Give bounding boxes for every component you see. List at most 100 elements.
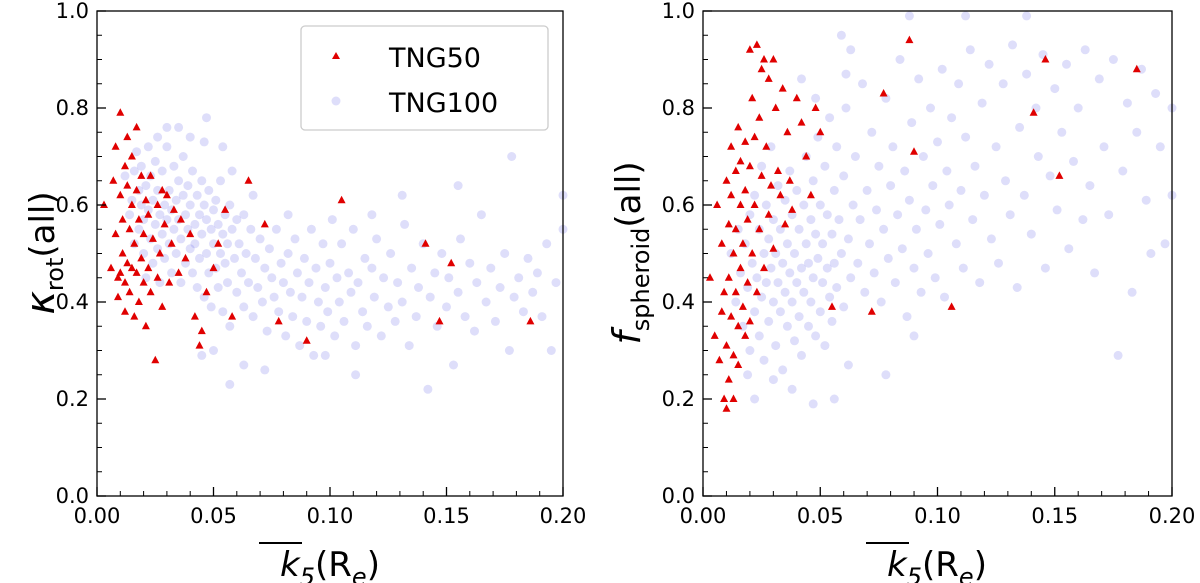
left-tng100-point-147 bbox=[372, 234, 382, 244]
left-tng100-point-69 bbox=[206, 302, 216, 312]
right-tng100-point-118 bbox=[918, 152, 928, 161]
left-y-axis-label: κrot(all) bbox=[18, 191, 69, 314]
left-tng100-point-57 bbox=[192, 283, 202, 292]
right-tng100-point-1 bbox=[731, 297, 741, 307]
right-tng100-point-67 bbox=[818, 278, 828, 288]
left-tng100-point-156 bbox=[404, 341, 414, 351]
right-tng100-point-39 bbox=[785, 166, 795, 176]
right-tng100-point-119 bbox=[921, 205, 931, 215]
right-tng100-point-23 bbox=[766, 263, 776, 273]
right-tng100-point-94 bbox=[862, 185, 872, 195]
right-tng100-point-134 bbox=[958, 263, 968, 273]
left-y-tick-label-4: 0.8 bbox=[56, 96, 89, 120]
left-tng100-point-199 bbox=[283, 210, 293, 220]
right-tng100-point-143 bbox=[986, 234, 996, 244]
left-tng100-point-178 bbox=[490, 316, 500, 326]
left-tng100-point-58 bbox=[195, 210, 204, 220]
right-tng50-point-48 bbox=[757, 171, 766, 179]
left-tng100-point-36 bbox=[169, 161, 179, 171]
right-tng100-point-144 bbox=[991, 142, 1001, 152]
right-tng100-point-30 bbox=[773, 278, 783, 288]
left-tng50-point-52 bbox=[174, 268, 183, 276]
right-tng50-point-52 bbox=[764, 210, 773, 218]
right-y-tick-label-2: 0.4 bbox=[662, 290, 695, 314]
left-tng100-point-119 bbox=[299, 253, 309, 263]
left-x-label-base: k bbox=[280, 545, 301, 583]
right-tng50-point-76 bbox=[947, 302, 956, 310]
left-tng100-point-212 bbox=[162, 122, 172, 132]
left-tng100-point-19 bbox=[148, 195, 158, 205]
left-tng100-point-201 bbox=[239, 360, 249, 370]
left-tng100-point-162 bbox=[425, 292, 435, 302]
right-tng50-point-58 bbox=[774, 166, 782, 174]
right-tng100-point-10 bbox=[750, 307, 760, 317]
right-tng100-point-125 bbox=[935, 219, 945, 229]
right-y-tick-label-5: 1.0 bbox=[662, 0, 695, 23]
left-tng100-point-5 bbox=[132, 147, 142, 157]
left-tng100-point-0 bbox=[120, 171, 130, 181]
right-tng100-point-116 bbox=[914, 74, 924, 84]
right-tng100-point-151 bbox=[1015, 122, 1025, 132]
right-tng100-point-169 bbox=[1085, 181, 1095, 191]
left-x-tick-label-0: 0.00 bbox=[74, 504, 121, 528]
left-tng100-point-122 bbox=[306, 224, 316, 234]
right-tng100-point-103 bbox=[883, 253, 893, 263]
right-tng100-point-51 bbox=[799, 200, 809, 210]
left-tng100-point-60 bbox=[197, 176, 207, 186]
right-tng50-point-34 bbox=[743, 278, 752, 286]
left-tng100-point-185 bbox=[523, 253, 533, 263]
left-tng100-point-42 bbox=[176, 234, 186, 244]
right-tng100-point-188 bbox=[829, 394, 839, 404]
left-tng100-point-98 bbox=[250, 253, 260, 263]
left-tng50-point-12 bbox=[121, 161, 129, 170]
right-tng100-point-132 bbox=[954, 79, 964, 89]
left-tng100-point-113 bbox=[285, 287, 295, 297]
left-tng100-point-181 bbox=[504, 346, 514, 355]
left-tng50-point-72 bbox=[526, 316, 535, 325]
right-tng100-point-193 bbox=[881, 370, 891, 380]
left-tng100-point-107 bbox=[271, 224, 281, 234]
right-tng100-point-189 bbox=[808, 399, 818, 409]
left-tng100-point-175 bbox=[476, 210, 486, 220]
left-tng100-point-43 bbox=[176, 278, 186, 288]
right-tng50-point-66 bbox=[797, 118, 806, 126]
left-tng100-point-213 bbox=[153, 132, 163, 142]
left-y-label-sub: rot bbox=[41, 258, 69, 291]
right-tng100-point-163 bbox=[1062, 59, 1071, 69]
right-tng50-point-11 bbox=[724, 219, 733, 228]
right-tng100-point-198 bbox=[836, 30, 846, 40]
left-tng100-point-141 bbox=[353, 278, 363, 288]
right-tng100-point-44 bbox=[790, 249, 799, 258]
right-tng100-point-20 bbox=[761, 200, 771, 210]
right-tng100-point-179 bbox=[1132, 127, 1142, 137]
right-tng100-point-19 bbox=[761, 278, 771, 288]
left-tng100-point-189 bbox=[542, 239, 552, 249]
left-tng100-point-186 bbox=[528, 287, 538, 297]
left-tng100-point-83 bbox=[223, 278, 232, 288]
right-tng100-point-109 bbox=[897, 244, 907, 254]
left-tng50-point-41 bbox=[151, 355, 160, 364]
left-tng50-point-8 bbox=[116, 190, 125, 199]
left-tng100-point-46 bbox=[181, 210, 190, 220]
left-tng100-point-90 bbox=[234, 239, 244, 249]
left-tng100-point-51 bbox=[185, 200, 195, 210]
right-tng100-point-124 bbox=[933, 137, 942, 147]
left-tng100-point-165 bbox=[437, 249, 447, 258]
right-tng100-point-56 bbox=[804, 258, 813, 268]
left-tng50-point-7 bbox=[116, 108, 125, 116]
right-tng100-point-89 bbox=[850, 152, 860, 161]
left-tng100-point-177 bbox=[486, 263, 496, 273]
right-tng50-point-44 bbox=[752, 287, 761, 296]
right-tng100-point-69 bbox=[820, 161, 830, 171]
left-tng100-point-115 bbox=[290, 234, 300, 244]
right-tng100-point-112 bbox=[904, 195, 914, 205]
right-tng100-point-13 bbox=[754, 331, 764, 341]
right-tng100-point-71 bbox=[822, 263, 832, 273]
right-tng100-point-45 bbox=[792, 278, 802, 288]
left-ticks-layer: 0.00 0.05 0.10 0.15 0.20 0.0 0.2 0.4 0.6 0.8 1.0 bbox=[56, 0, 587, 528]
left-tng100-point-85 bbox=[225, 321, 235, 331]
left-tng100-point-61 bbox=[197, 229, 207, 239]
right-tng100-point-183 bbox=[1151, 89, 1161, 98]
right-tng100-point-78 bbox=[829, 258, 839, 268]
left-tng50-point-62 bbox=[221, 205, 230, 213]
